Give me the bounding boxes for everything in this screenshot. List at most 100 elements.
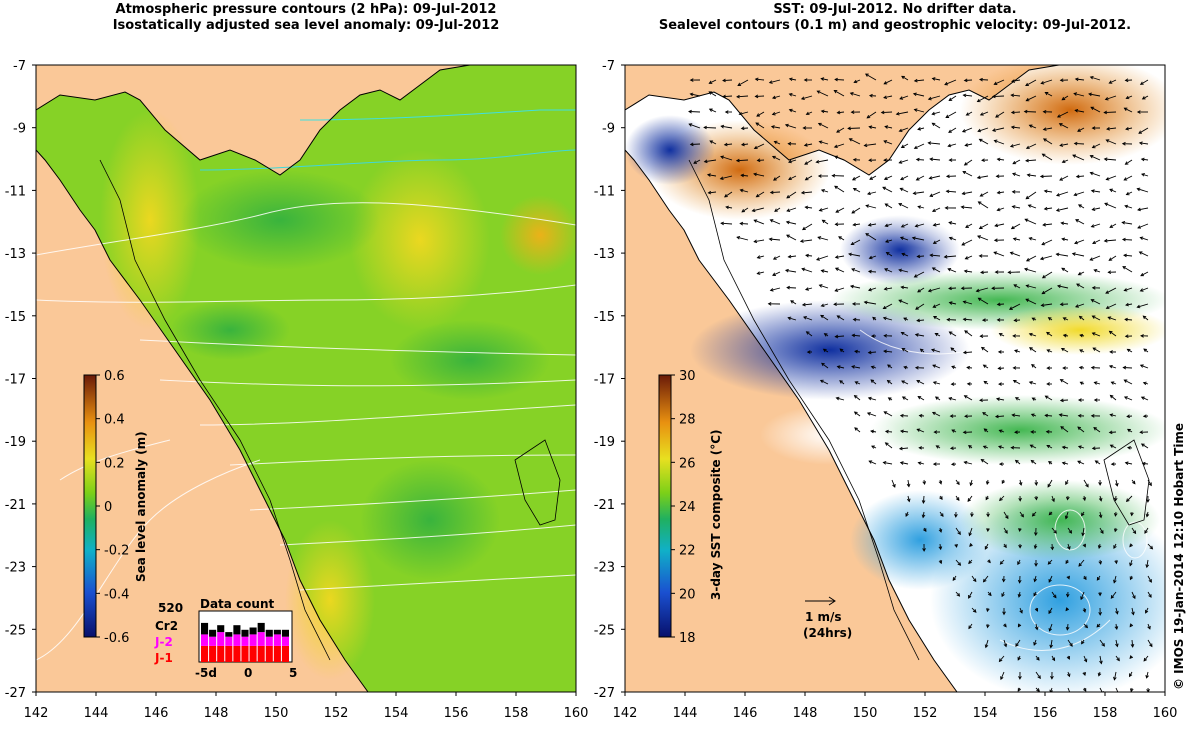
velocity-arrow bbox=[964, 330, 973, 337]
velocity-arrowhead bbox=[836, 315, 841, 319]
velocity-arrow bbox=[821, 110, 829, 113]
velocity-arrow bbox=[724, 143, 733, 146]
velocity-arrow bbox=[821, 78, 829, 81]
velocity-arrowhead bbox=[1082, 543, 1086, 548]
velocity-arrow bbox=[688, 111, 701, 113]
velocity-arrowhead bbox=[1040, 80, 1045, 85]
velocity-arrow bbox=[769, 238, 781, 241]
velocity-arrowhead bbox=[1114, 626, 1119, 631]
velocity-arrow bbox=[788, 255, 797, 258]
velocity-arrowhead bbox=[870, 334, 875, 338]
data-count-bar-J-2 bbox=[249, 634, 257, 646]
right-title-line2: Sealevel contours (0.1 m) and geostrophi… bbox=[658, 18, 1132, 33]
velocity-arrowhead bbox=[818, 140, 823, 144]
velocity-arrow bbox=[1092, 239, 1101, 244]
velocity-arrow bbox=[883, 411, 893, 417]
velocity-arrowhead bbox=[1058, 123, 1063, 127]
velocity-arrowhead bbox=[851, 333, 856, 338]
velocity-arrowhead bbox=[938, 546, 943, 551]
velocity-arrowhead bbox=[848, 138, 853, 142]
velocity-arrowhead bbox=[1042, 222, 1046, 227]
velocity-arrow bbox=[901, 223, 909, 228]
velocity-arrow bbox=[1074, 191, 1085, 196]
velocity-arrow bbox=[1126, 495, 1133, 502]
velocity-arrowhead bbox=[1129, 688, 1134, 692]
velocity-arrow bbox=[997, 191, 1005, 194]
velocity-arrowhead bbox=[1048, 461, 1052, 465]
velocity-arrowhead bbox=[1090, 224, 1095, 228]
left-ytick-label: -27 bbox=[5, 686, 26, 701]
velocity-arrowhead bbox=[957, 531, 961, 536]
velocity-arrow bbox=[945, 111, 957, 118]
velocity-arrowhead bbox=[1007, 270, 1012, 275]
velocity-arrow bbox=[1091, 299, 1101, 305]
left-xtick-label: 152 bbox=[324, 706, 349, 721]
velocity-arrowhead bbox=[970, 513, 974, 518]
velocity-arrowhead bbox=[1090, 365, 1095, 370]
velocity-arrow bbox=[899, 127, 909, 132]
velocity-arrow bbox=[900, 236, 909, 241]
velocity-arrowhead bbox=[966, 365, 971, 370]
velocity-arrowhead bbox=[1132, 595, 1136, 600]
velocity-arrowhead bbox=[900, 176, 904, 181]
velocity-arrowhead bbox=[1075, 219, 1079, 223]
velocity-arrowhead bbox=[725, 205, 730, 210]
velocity-arrowhead bbox=[1018, 676, 1022, 680]
velocity-arrow bbox=[1125, 159, 1133, 165]
velocity-arrowhead bbox=[933, 316, 937, 320]
velocity-arrowhead bbox=[1081, 512, 1085, 517]
velocity-arrow bbox=[741, 127, 749, 129]
velocity-arrowhead bbox=[1011, 190, 1016, 194]
velocity-arrow bbox=[979, 138, 989, 145]
velocity-arrow bbox=[1013, 380, 1021, 385]
velocity-arrow bbox=[740, 189, 749, 193]
velocity-arrow bbox=[1124, 107, 1133, 113]
velocity-arrowhead bbox=[751, 208, 756, 213]
velocity-arrow bbox=[1059, 414, 1069, 417]
velocity-arrow bbox=[976, 287, 989, 292]
velocity-arrow bbox=[1106, 127, 1117, 130]
velocity-arrowhead bbox=[1145, 513, 1150, 518]
sla-cbar-tick-label: 0.6 bbox=[104, 369, 125, 384]
velocity-arrowhead bbox=[882, 460, 887, 465]
velocity-arrow bbox=[994, 79, 1005, 85]
right-title-line1: SST: 09-Jul-2012. No drifter data. bbox=[773, 2, 1017, 17]
velocity-arrow bbox=[1147, 591, 1152, 598]
velocity-arrowhead bbox=[1024, 267, 1028, 272]
velocity-arrow bbox=[868, 351, 877, 354]
velocity-arrow bbox=[819, 284, 829, 289]
velocity-arrowhead bbox=[707, 190, 712, 195]
velocity-arrow bbox=[709, 108, 717, 113]
velocity-arrowhead bbox=[1123, 177, 1128, 181]
velocity-arrowhead bbox=[1059, 143, 1064, 147]
velocity-arrowhead bbox=[898, 268, 903, 273]
velocity-arrowhead bbox=[785, 220, 790, 225]
velocity-arrow bbox=[902, 396, 909, 401]
sst-cbar-tick-label: 28 bbox=[679, 413, 696, 428]
velocity-arrowhead bbox=[905, 513, 909, 517]
velocity-arrow bbox=[1090, 106, 1101, 113]
velocity-arrowhead bbox=[900, 224, 905, 228]
data-count-title: Data count bbox=[200, 597, 275, 611]
velocity-arrowhead bbox=[1009, 251, 1014, 255]
right-ytick-label: -21 bbox=[594, 498, 615, 513]
velocity-arrow bbox=[1047, 479, 1053, 488]
velocity-arrowhead bbox=[944, 81, 949, 86]
velocity-arrow bbox=[999, 655, 1005, 662]
velocity-arrowhead bbox=[898, 446, 903, 451]
velocity-arrow bbox=[1137, 188, 1149, 193]
velocity-arrow bbox=[980, 271, 989, 273]
velocity-arrow bbox=[1028, 204, 1037, 209]
velocity-arrowhead bbox=[834, 334, 839, 339]
velocity-arrowhead bbox=[1074, 108, 1079, 113]
velocity-arrowhead bbox=[1082, 687, 1087, 692]
velocity-arrowhead bbox=[1104, 96, 1109, 101]
velocity-arrow bbox=[1060, 399, 1069, 401]
right-xtick-label: 156 bbox=[1033, 706, 1058, 721]
data-count-bar-J-2 bbox=[201, 634, 209, 646]
velocity-arrowhead bbox=[921, 500, 926, 504]
velocity-arrowhead bbox=[1010, 125, 1015, 130]
velocity-arrow bbox=[1035, 671, 1041, 679]
velocity-arrowhead bbox=[951, 429, 956, 433]
left-xtick-label: 156 bbox=[444, 706, 469, 721]
